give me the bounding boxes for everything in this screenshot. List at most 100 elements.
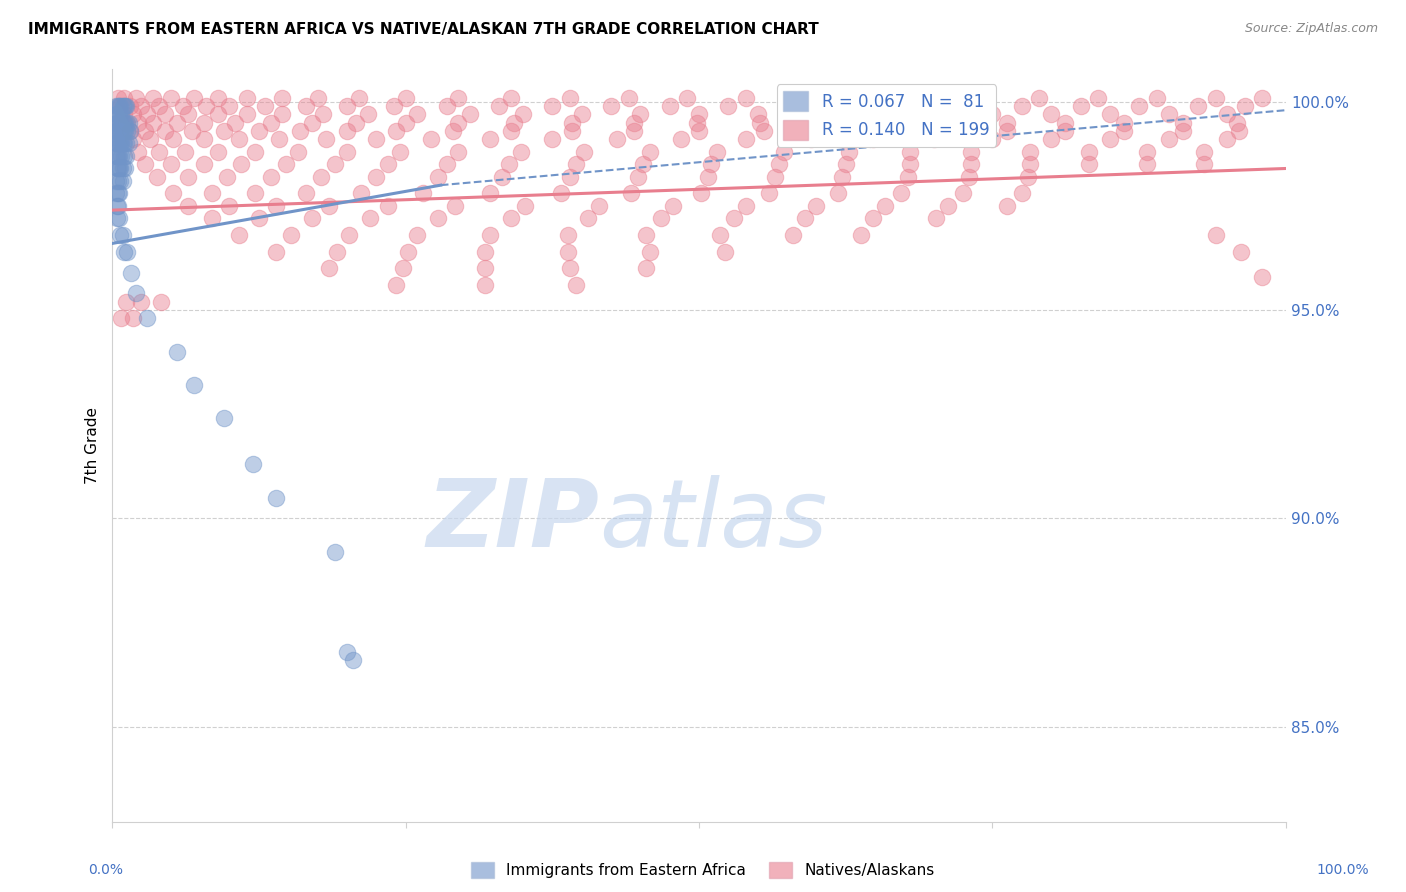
Point	[638, 145, 661, 159]
Point	[105, 161, 128, 176]
Point	[447, 145, 470, 159]
Point	[501, 124, 523, 138]
Point	[110, 149, 132, 163]
Point	[110, 107, 132, 121]
Point	[359, 211, 381, 226]
Point	[136, 311, 159, 326]
Point	[793, 91, 815, 105]
Point	[347, 91, 370, 105]
Point	[565, 157, 588, 171]
Point	[172, 99, 194, 113]
Point	[960, 157, 983, 171]
Point	[952, 186, 974, 201]
Point	[114, 124, 136, 138]
Point	[127, 145, 149, 159]
Point	[247, 124, 270, 138]
Point	[458, 107, 481, 121]
Point	[479, 228, 502, 243]
Point	[115, 136, 138, 151]
Point	[852, 91, 875, 105]
Point	[115, 149, 138, 163]
Point	[541, 132, 564, 146]
Point	[501, 91, 523, 105]
Point	[1077, 157, 1099, 171]
Point	[110, 228, 132, 243]
Point	[124, 91, 146, 105]
Point	[396, 244, 419, 259]
Point	[1216, 132, 1239, 146]
Text: ZIP: ZIP	[426, 475, 599, 566]
Point	[571, 107, 593, 121]
Point	[344, 116, 367, 130]
Point	[406, 228, 429, 243]
Point	[309, 169, 332, 184]
Point	[873, 199, 896, 213]
Point	[382, 99, 405, 113]
Point	[488, 99, 510, 113]
Point	[153, 107, 176, 121]
Point	[312, 107, 335, 121]
Point	[688, 107, 710, 121]
Point	[228, 228, 250, 243]
Point	[127, 116, 149, 130]
Point	[706, 145, 728, 159]
Point	[1251, 269, 1274, 284]
Point	[107, 199, 129, 213]
Point	[631, 157, 654, 171]
Point	[107, 124, 129, 138]
Point	[1157, 107, 1180, 121]
Point	[110, 136, 132, 151]
Point	[392, 261, 415, 276]
Point	[112, 244, 135, 259]
Point	[572, 145, 595, 159]
Point	[301, 211, 323, 226]
Point	[735, 91, 758, 105]
Point	[806, 107, 828, 121]
Point	[1227, 124, 1250, 138]
Point	[318, 199, 340, 213]
Point	[142, 91, 165, 105]
Point	[108, 99, 131, 113]
Point	[336, 145, 359, 159]
Point	[1019, 157, 1042, 171]
Point	[557, 244, 579, 259]
Point	[104, 99, 127, 113]
Point	[107, 174, 129, 188]
Point	[671, 132, 693, 146]
Legend: R = 0.067   N =  81, R = 0.140   N = 199: R = 0.067 N = 81, R = 0.140 N = 199	[776, 85, 995, 146]
Point	[936, 124, 959, 138]
Point	[134, 157, 156, 171]
Point	[110, 311, 132, 326]
Point	[212, 411, 235, 425]
Point	[1011, 99, 1033, 113]
Point	[995, 199, 1018, 213]
Point	[124, 286, 146, 301]
Point	[337, 228, 360, 243]
Point	[763, 169, 786, 184]
Point	[935, 116, 957, 130]
Point	[717, 99, 740, 113]
Point	[148, 99, 170, 113]
Point	[1019, 145, 1042, 159]
Point	[104, 116, 127, 130]
Point	[115, 99, 138, 113]
Point	[114, 161, 136, 176]
Point	[394, 116, 416, 130]
Point	[218, 199, 240, 213]
Point	[995, 116, 1018, 130]
Point	[436, 157, 458, 171]
Point	[558, 169, 581, 184]
Point	[658, 99, 681, 113]
Point	[436, 99, 458, 113]
Text: atlas: atlas	[599, 475, 828, 566]
Point	[1233, 99, 1256, 113]
Point	[236, 107, 259, 121]
Point	[1054, 124, 1077, 138]
Point	[110, 161, 132, 176]
Point	[772, 145, 794, 159]
Text: IMMIGRANTS FROM EASTERN AFRICA VS NATIVE/ALASKAN 7TH GRADE CORRELATION CHART: IMMIGRANTS FROM EASTERN AFRICA VS NATIVE…	[28, 22, 818, 37]
Point	[110, 174, 132, 188]
Point	[138, 132, 160, 146]
Point	[111, 99, 134, 113]
Point	[112, 107, 135, 121]
